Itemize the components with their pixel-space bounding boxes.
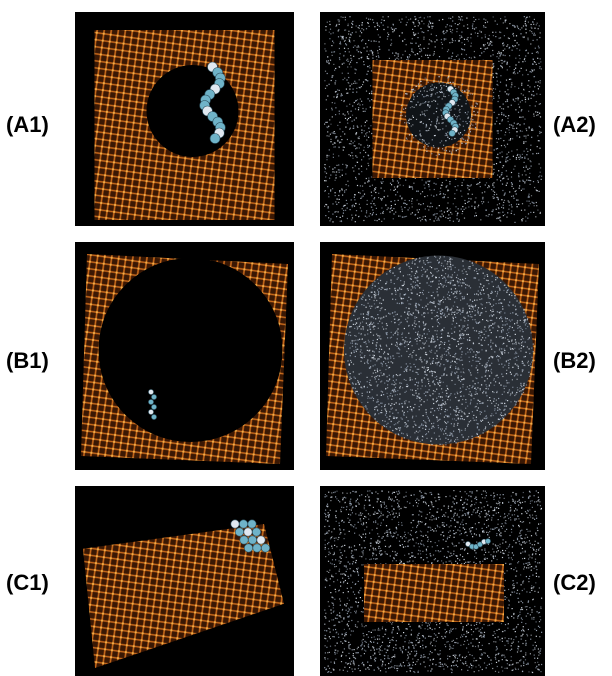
adsorbed-molecule xyxy=(230,519,271,553)
panel-b2-image xyxy=(320,242,545,470)
panel-label-b1: (B1) xyxy=(6,348,49,373)
panel-c1-image xyxy=(75,486,294,676)
panel-label-c2: (C2) xyxy=(553,570,596,595)
adsorbed-molecule xyxy=(148,389,157,420)
water-molecules xyxy=(399,76,479,156)
panel-a1-image xyxy=(75,12,294,226)
water-molecules xyxy=(344,255,534,446)
adsorbed-molecule xyxy=(199,61,226,144)
panel-label-a2: (A2) xyxy=(553,112,596,137)
panel-label-b2: (B2) xyxy=(553,348,596,373)
simulation-snapshot xyxy=(94,30,275,220)
simulation-snapshot xyxy=(324,16,543,223)
simulation-snapshot xyxy=(326,254,539,464)
simulation-snapshot xyxy=(83,519,284,668)
panel-c2-image xyxy=(320,486,545,676)
simulation-snapshot xyxy=(324,490,543,674)
panel-b1-image xyxy=(75,242,294,470)
panel-label-c1: (C1) xyxy=(6,570,49,595)
adsorbed-molecule xyxy=(465,538,491,550)
panel-a2-image xyxy=(320,12,545,226)
adsorbed-molecule xyxy=(442,85,459,137)
simulation-snapshot xyxy=(81,254,288,464)
panel-label-a1: (A1) xyxy=(6,112,49,137)
